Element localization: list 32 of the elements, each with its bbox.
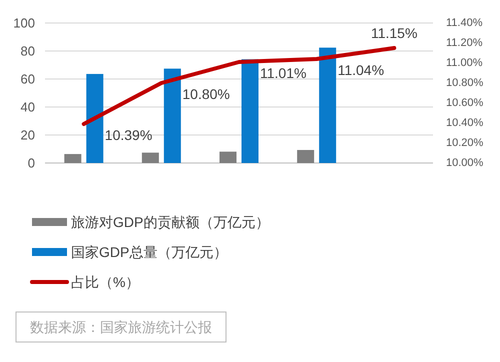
data-label: 11.01% bbox=[260, 65, 306, 81]
y-tick-label: 100 bbox=[13, 16, 35, 30]
y-tick-label: 0 bbox=[28, 156, 35, 170]
bar bbox=[242, 59, 258, 163]
legend-label: 国家GDP总量（万亿元） bbox=[71, 244, 228, 260]
y-tick-label: 80 bbox=[20, 44, 35, 58]
y-tick-label: 40 bbox=[20, 100, 35, 114]
y2-tick-label: 10.60% bbox=[446, 97, 484, 109]
bar bbox=[86, 74, 104, 163]
y2-tick-label: 11.40% bbox=[446, 17, 483, 29]
bar bbox=[220, 152, 236, 163]
y-tick-label: 20 bbox=[20, 128, 35, 142]
data-label: 11.04% bbox=[338, 62, 384, 78]
data-label: 10.80% bbox=[182, 86, 230, 102]
bar bbox=[142, 152, 159, 163]
legend-label: 旅游对GDP的贡献额（万亿元） bbox=[71, 214, 270, 230]
y2-tick-label: 10.00% bbox=[446, 157, 484, 169]
bar bbox=[64, 154, 82, 163]
y-tick-label: 60 bbox=[20, 72, 35, 86]
data-label: 11.15% bbox=[370, 25, 418, 41]
line-series bbox=[82, 46, 396, 126]
data-label: 10.39% bbox=[104, 127, 152, 143]
source-note: 数据来源：国家旅游统计公报 bbox=[30, 319, 212, 335]
y2-tick-label: 10.80% bbox=[446, 77, 484, 89]
bar bbox=[319, 48, 336, 163]
y2-tick-label: 11.20% bbox=[446, 37, 483, 49]
y2-tick-label: 10.40% bbox=[446, 117, 484, 129]
bar bbox=[164, 68, 181, 163]
bar bbox=[297, 150, 314, 163]
legend-label: 占比（%） bbox=[71, 274, 140, 290]
y2-tick-label: 11.00% bbox=[446, 57, 483, 69]
y2-tick-label: 10.20% bbox=[446, 137, 484, 149]
